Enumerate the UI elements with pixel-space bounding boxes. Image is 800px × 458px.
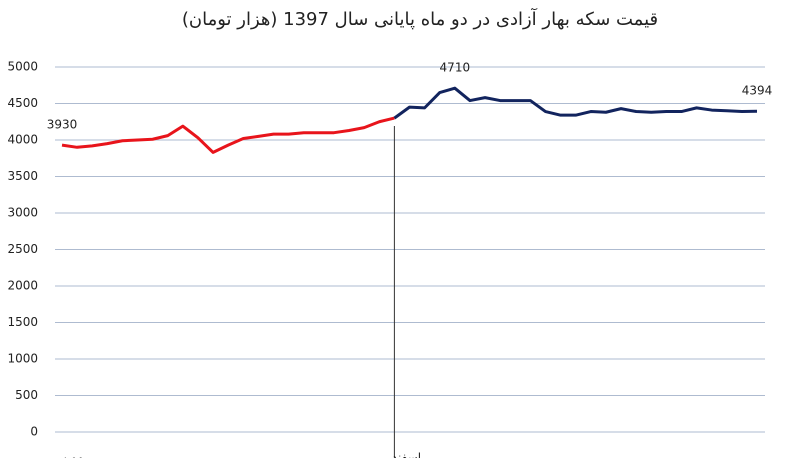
data-label: 4710 [440, 61, 471, 75]
series-line [393, 86, 758, 120]
y-tick-label: 4500 [7, 96, 38, 110]
data-label: 4394 [742, 84, 773, 98]
y-tick-label: 1000 [7, 352, 38, 366]
y-tick-label: 0 [30, 425, 38, 439]
y-tick-label: 1500 [7, 315, 38, 329]
x-tick-label: اسفند [392, 451, 421, 458]
y-tick-label: 2000 [7, 279, 38, 293]
y-tick-label: 3500 [7, 169, 38, 183]
y-tick-label: 2500 [7, 242, 38, 256]
x-tick-label: بهمن [62, 451, 87, 458]
chart-title: قیمت سکه بهار آزادی در دو ماه پایانی سال… [182, 7, 658, 30]
series-line [61, 116, 395, 154]
data-label: 3930 [47, 118, 78, 132]
y-tick-label: 500 [15, 388, 38, 402]
y-tick-label: 3000 [7, 206, 38, 220]
y-tick-label: 5000 [7, 60, 38, 74]
y-tick-label: 4000 [7, 133, 38, 147]
